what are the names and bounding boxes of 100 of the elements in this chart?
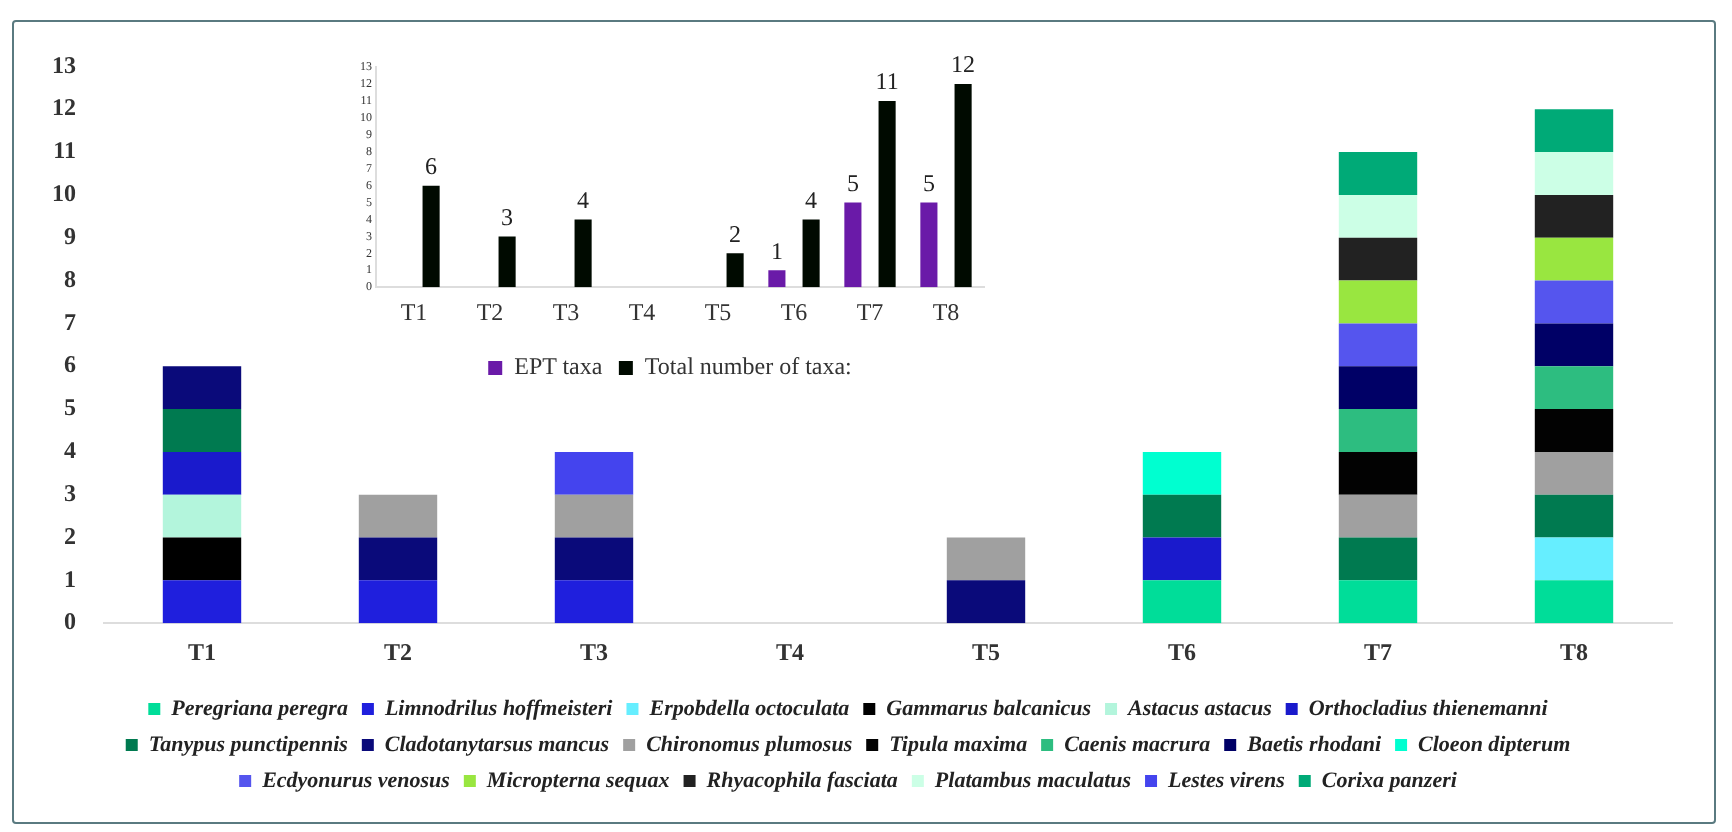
x-tick-label: T5 (971, 637, 1001, 666)
bar (1142, 580, 1222, 624)
legend-label: Erpobdella octoculata (647, 696, 851, 721)
legend-label: Limnodrilus hoffmeisteri (382, 696, 615, 721)
bar (1534, 451, 1614, 495)
bar (554, 494, 634, 538)
data-label: 6 (425, 151, 438, 180)
bar (802, 219, 820, 288)
bar (1534, 237, 1614, 281)
bar (498, 236, 516, 288)
bar (1534, 366, 1614, 410)
data-label: 12 (951, 50, 976, 79)
bar (1338, 237, 1418, 281)
legend-label: Tanypus punctipennis (148, 732, 348, 757)
bar (946, 580, 1026, 624)
y-tick-label: 0 (64, 607, 76, 636)
bar (358, 537, 438, 581)
bar (1338, 451, 1418, 495)
data-label: 2 (729, 219, 742, 248)
legend-label: Cladotanytarsus mancus (384, 732, 610, 757)
legend-label: EPT taxa (514, 352, 604, 381)
bar (1338, 537, 1418, 581)
bar (162, 494, 242, 538)
data-label: 4 (805, 185, 818, 214)
legend-label: Astacus astacus (1126, 696, 1272, 721)
bar (162, 409, 242, 452)
bar (726, 253, 744, 288)
x-tick-label: T2 (383, 637, 413, 666)
bar (1534, 537, 1614, 581)
data-label: 5 (846, 168, 859, 197)
bar (1534, 580, 1614, 624)
legend-label: Lestes virens (1166, 768, 1285, 793)
bar (1338, 494, 1418, 538)
bar (1534, 323, 1614, 367)
data-label: 1 (770, 236, 783, 265)
bar (1534, 409, 1614, 452)
y-tick-label: 7 (64, 307, 76, 336)
x-tick-label: T2 (476, 297, 504, 326)
x-tick-label: T3 (579, 637, 609, 666)
y-tick-label: 8 (64, 264, 76, 293)
y-tick-label: 1 (64, 564, 76, 593)
y-tick-label: 10 (52, 179, 76, 208)
legend-label: Platambus maculatus (934, 768, 1132, 793)
legend-label: Orthocladius thienemanni (1308, 696, 1550, 721)
bar (1534, 152, 1614, 195)
legend-label: Total number of taxa: (644, 352, 852, 381)
bar (422, 185, 440, 288)
bar (162, 580, 242, 624)
legend-label: Caenis macrura (1064, 732, 1212, 757)
bar (162, 366, 242, 410)
bar (358, 494, 438, 538)
bar (1534, 494, 1614, 538)
legend-label: Baetis rhodani (1245, 732, 1383, 757)
x-tick-label: T7 (856, 297, 884, 326)
x-tick-label: T7 (1363, 637, 1393, 666)
bar (1142, 451, 1222, 495)
x-tick-label: T8 (932, 297, 960, 326)
x-tick-label: T6 (780, 297, 808, 326)
bar (1534, 109, 1614, 153)
bar (1142, 494, 1222, 538)
legend-label: Micropterna sequax (484, 768, 671, 793)
y-tick-label: 12 (52, 93, 76, 122)
legend-label: Ecdyonurus venosus (260, 768, 450, 793)
bar (1338, 366, 1418, 410)
y-tick-label: 4 (64, 436, 76, 465)
legend-label: Corixa panzeri (1321, 768, 1459, 793)
bar (554, 451, 634, 495)
bar (946, 537, 1026, 581)
legend-label: Cloeon dipterum (1418, 732, 1572, 757)
data-label: 4 (577, 185, 590, 214)
bar (574, 219, 592, 288)
bar (1338, 280, 1418, 324)
y-tick-label: 5 (64, 393, 76, 422)
bar (878, 101, 896, 288)
bar (920, 202, 938, 288)
x-tick-label: T4 (628, 297, 656, 326)
bar (1338, 323, 1418, 367)
x-tick-label: T8 (1559, 637, 1589, 666)
data-label: 3 (501, 202, 514, 231)
y-tick-label: 9 (64, 221, 76, 250)
bar (844, 202, 862, 288)
x-tick-label: T1 (187, 637, 217, 666)
data-label: 5 (922, 168, 935, 197)
bar (1338, 194, 1418, 238)
legend-label: Tipula maxima (889, 732, 1029, 757)
x-tick-label: T4 (775, 637, 805, 666)
bar (1534, 194, 1614, 238)
bar (162, 451, 242, 495)
bar (554, 580, 634, 624)
bar (358, 580, 438, 624)
y-tick-label: 11 (53, 136, 76, 165)
y-tick-label: 13 (52, 50, 76, 79)
bar (554, 537, 634, 581)
legend-label: Gammarus balcanicus (886, 696, 1092, 721)
legend-label: Chironomus plumosus (646, 732, 853, 757)
bar (1338, 580, 1418, 624)
bar (1142, 537, 1222, 581)
bar (1338, 152, 1418, 195)
y-tick-label: 2 (64, 521, 76, 550)
x-tick-label: T1 (400, 297, 428, 326)
